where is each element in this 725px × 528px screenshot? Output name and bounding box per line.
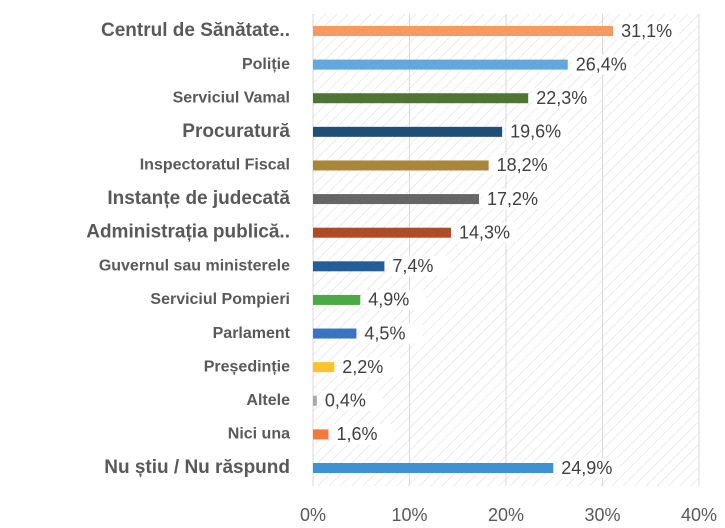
- label-bg: [338, 357, 401, 378]
- bar: [313, 429, 329, 440]
- bar: [313, 160, 489, 171]
- value-label: 4,9%: [368, 290, 409, 310]
- bar: [313, 59, 568, 70]
- bar: [313, 362, 335, 373]
- label-bg: [482, 189, 545, 210]
- bar: [313, 26, 614, 36]
- label-bg: [320, 390, 383, 411]
- label-bg: [360, 323, 423, 344]
- label-bg: [571, 54, 634, 75]
- category-label: Centrul de Sănătate..: [101, 20, 290, 41]
- value-label: 24,9%: [561, 458, 612, 478]
- category-label: Altele: [246, 392, 290, 409]
- label-bg: [492, 155, 555, 176]
- x-tick-label: 30%: [584, 505, 620, 525]
- value-label: 0,4%: [325, 391, 366, 411]
- label-bg: [364, 289, 427, 310]
- x-tick-label: 20%: [488, 505, 524, 525]
- label-bg: [506, 121, 569, 142]
- label-bg: [532, 88, 595, 109]
- bar: [313, 126, 503, 137]
- x-tick-label: 40%: [681, 505, 717, 525]
- bar: [313, 395, 317, 406]
- bar: [313, 463, 554, 473]
- value-label: 26,4%: [576, 54, 627, 74]
- label-bg: [388, 256, 451, 277]
- category-label: Inspectoratul Fiscal: [140, 157, 290, 174]
- label-bg: [617, 21, 680, 41]
- value-label: 1,6%: [336, 424, 377, 444]
- bar: [313, 261, 385, 272]
- category-label: Procuratură: [182, 121, 290, 142]
- category-label: Nici una: [228, 426, 290, 443]
- x-tick-label: 0%: [300, 505, 326, 525]
- bar: [313, 194, 479, 205]
- value-label: 22,3%: [536, 88, 587, 108]
- category-label: Președinție: [204, 358, 290, 375]
- category-label: Instanțe de judecată: [107, 188, 290, 209]
- value-label: 18,2%: [497, 155, 548, 175]
- x-tick-label: 10%: [391, 505, 427, 525]
- bar: [313, 227, 451, 238]
- category-label: Serviciul Vamal: [173, 89, 290, 106]
- bar: [313, 93, 529, 104]
- category-label: Administrația publică..: [86, 222, 290, 243]
- label-bg: [557, 458, 620, 478]
- bar: [313, 294, 361, 305]
- label-bg: [332, 424, 395, 445]
- category-label: Parlament: [213, 325, 291, 342]
- value-label: 4,5%: [364, 323, 405, 343]
- category-label: Guvernul sau ministerele: [99, 258, 290, 275]
- value-label: 17,2%: [487, 189, 538, 209]
- bar: [313, 328, 357, 339]
- category-label: Poliție: [242, 56, 290, 73]
- value-label: 19,6%: [510, 122, 561, 142]
- category-label: Nu știu / Nu răspund: [104, 457, 290, 478]
- value-label: 14,3%: [459, 222, 510, 242]
- value-label: 31,1%: [621, 21, 672, 41]
- category-label: Serviciul Pompieri: [150, 291, 290, 308]
- value-label: 2,2%: [342, 357, 383, 377]
- label-bg: [454, 222, 517, 243]
- value-label: 7,4%: [392, 256, 433, 276]
